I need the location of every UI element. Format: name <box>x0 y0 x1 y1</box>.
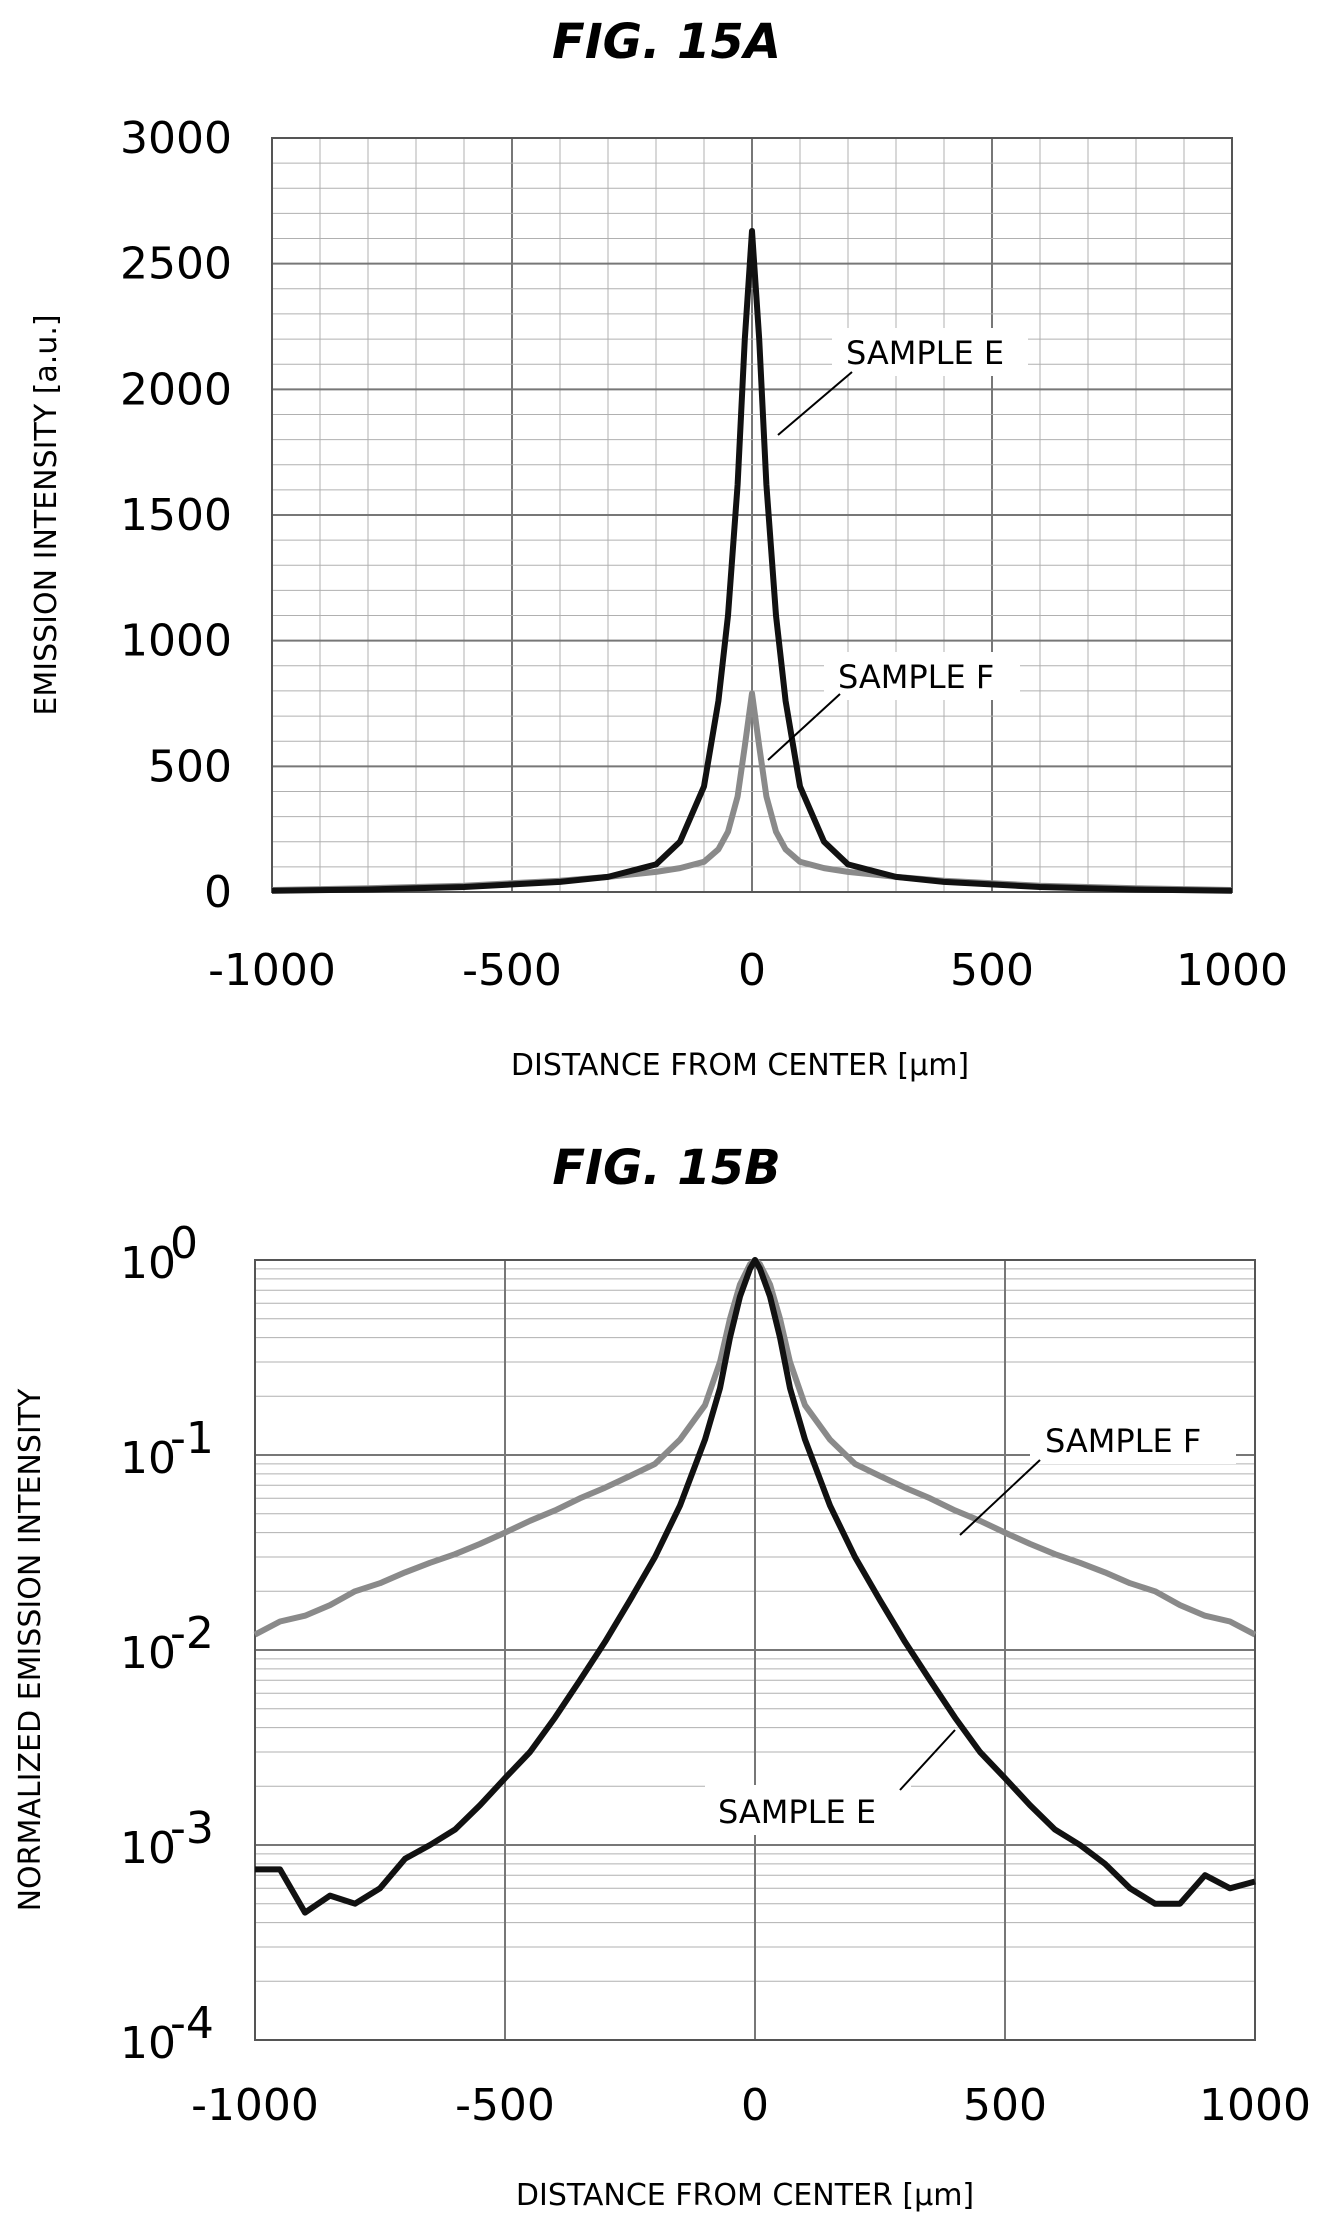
annotation-text: SAMPLE F <box>1045 1422 1201 1460</box>
x-tick-label: -500 <box>455 2080 555 2131</box>
tick-exponent: -1 <box>170 1413 214 1464</box>
tick-base: 10 <box>120 1238 176 1289</box>
tick-base: 10 <box>120 1823 176 1874</box>
leader-line <box>767 693 841 761</box>
tick-base: 10 <box>120 2018 176 2069</box>
series-line-sample-e <box>255 1257 1256 1916</box>
y-tick-label: 10-4 <box>120 1998 214 2069</box>
x-tick-label: -500 <box>462 945 562 996</box>
annotation-sample-f: SAMPLE F <box>767 652 1020 761</box>
x-tick-label: -1000 <box>191 2080 319 2131</box>
annotation-bg <box>705 1785 911 1835</box>
tick-exponent: -4 <box>170 1998 214 2049</box>
y-tick-label: 3000 <box>120 113 232 164</box>
x-tick-label: 500 <box>963 2080 1047 2131</box>
y-tick-label: 1000 <box>120 616 232 667</box>
x-tick-label: -1000 <box>208 945 336 996</box>
annotation-bg <box>824 652 1020 700</box>
y-tick-label: 1500 <box>120 490 232 541</box>
chart-15a: 0 500 1000 1500 2000 2500 3000 -1000 -500 0 500 100… <box>29 113 1288 1083</box>
y-tick-label: 10-3 <box>120 1803 214 1874</box>
tick-exponent: -3 <box>170 1803 214 1854</box>
annotation-text: SAMPLE E <box>846 334 1004 372</box>
y-tick-label: 10-1 <box>120 1413 214 1484</box>
annotation-sample-f: SAMPLE F <box>959 1414 1236 1536</box>
annotation-bg <box>1030 1414 1236 1464</box>
x-axis-label: DISTANCE FROM CENTER [μm] <box>511 1048 969 1083</box>
annotation-sample-e: SAMPLE E <box>705 1729 956 1835</box>
tick-base: 10 <box>120 1628 176 1679</box>
y-axis-label: NORMALIZED EMISSION INTENSITY <box>13 1388 48 1911</box>
leader-line <box>899 1729 956 1791</box>
annotation-bg <box>832 328 1028 376</box>
x-tick-label: 500 <box>950 945 1034 996</box>
y-tick-label: 0 <box>204 867 232 918</box>
annotation-text: SAMPLE E <box>718 1793 876 1831</box>
figure-15a-title: FIG. 15A <box>552 14 781 70</box>
tick-exponent: 0 <box>170 1218 198 1269</box>
figure-15b-title: FIG. 15B <box>552 1140 781 1196</box>
x-tick-label: 1000 <box>1199 2080 1311 2131</box>
annotation-sample-e: SAMPLE E <box>777 328 1028 436</box>
tick-exponent: -2 <box>170 1608 214 1659</box>
x-tick-label: 0 <box>741 2080 769 2131</box>
y-tick-label: 10-2 <box>120 1608 214 1679</box>
tick-base: 10 <box>120 1433 176 1484</box>
y-tick-label: 500 <box>148 741 232 792</box>
annotation-text: SAMPLE F <box>838 658 994 696</box>
leader-line <box>777 371 853 436</box>
plot-frame-15a <box>271 137 1233 893</box>
leader-line <box>959 1459 1041 1536</box>
x-tick-label: 1000 <box>1176 945 1288 996</box>
x-tick-label: 0 <box>738 945 766 996</box>
grid-15b <box>254 1259 1256 2041</box>
x-axis-label: DISTANCE FROM CENTER [μm] <box>516 2178 974 2213</box>
y-axis-label: EMISSION INTENSITY [a.u.] <box>29 314 64 715</box>
series-line-sample-e <box>271 228 1233 894</box>
y-tick-label: 2500 <box>120 239 232 290</box>
y-tick-label: 100 <box>120 1218 198 1289</box>
y-tick-label: 2000 <box>120 364 232 415</box>
